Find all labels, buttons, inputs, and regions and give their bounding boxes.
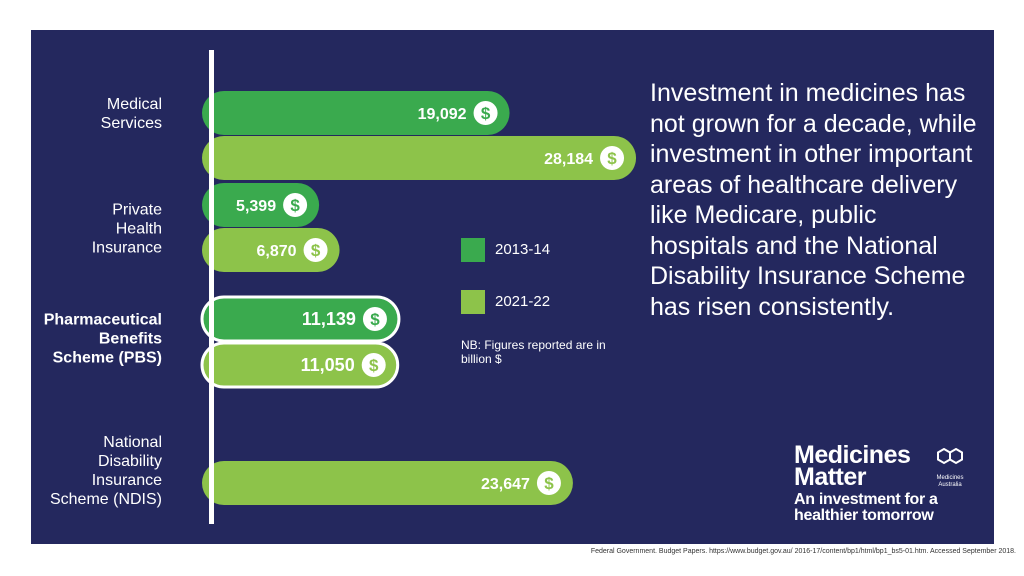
source-citation: Federal Government. Budget Papers. https… [590, 548, 1016, 555]
category-label: Private Health Insurance [91, 201, 162, 257]
bar-value-label: 11,050 [301, 355, 355, 375]
bar [200, 295, 401, 343]
bar [200, 341, 400, 389]
dollar-icon [536, 471, 561, 495]
logo-tagline: An investment for a healthier tomorrow [794, 491, 938, 524]
bar-value-label: 5,399 [236, 198, 276, 215]
dollar-icon [303, 238, 328, 262]
infographic-panel: $19,092 $5,399 $11,139 $28,184 $6,870 $11,050… [31, 30, 994, 544]
dollar-glyph: $ [544, 474, 554, 493]
bar-value-label: 23,647 [481, 476, 530, 493]
bar [202, 136, 637, 180]
dollar-icon [362, 307, 387, 331]
medicines-australia-logo-icon [937, 447, 963, 465]
bar-group: $11,050 [200, 341, 400, 389]
bar [202, 461, 573, 505]
bar-value-label: 11,139 [302, 309, 356, 329]
bar [202, 228, 340, 272]
legend-label: 2021-22 [495, 293, 551, 310]
category-label: Pharmaceutical Benefits Scheme (PBS) [43, 311, 162, 367]
dollar-icon [600, 146, 625, 170]
dollar-icon [283, 193, 308, 217]
bar-value-label: 19,092 [418, 106, 467, 123]
legend-swatch [461, 238, 485, 262]
dollar-icon [361, 353, 386, 377]
category-label: Medical Services [100, 96, 162, 132]
medicines-matter-logo: Medicines Matter Medicines Australia An … [794, 441, 994, 524]
bar-group: $28,184 [202, 136, 637, 180]
logo-title: Medicines Matter [794, 441, 911, 491]
dollar-glyph: $ [311, 241, 321, 260]
legend-label: 2013-14 [495, 241, 551, 258]
y-axis-line [209, 50, 214, 524]
bar-group: $11,139 [200, 295, 401, 343]
bar-group: $5,399 [202, 183, 320, 227]
bar-group: $6,870 [202, 228, 340, 272]
bar [202, 183, 320, 227]
medicines-australia-mark: Medicines Australia [930, 447, 970, 489]
dollar-glyph: $ [370, 310, 380, 329]
dollar-glyph: $ [481, 104, 491, 123]
dollar-glyph: $ [369, 356, 379, 375]
category-label: National Disability Insurance Scheme (ND… [49, 434, 162, 508]
headline-text: Investment in medicines has not grown fo… [650, 79, 977, 321]
logo-mark-text: Medicines Australia [936, 475, 964, 488]
dollar-glyph: $ [290, 196, 300, 215]
bar-value-label: 28,184 [544, 151, 593, 168]
bar-group: $23,647 [202, 461, 573, 505]
legend-swatch [461, 290, 485, 314]
bar-group: $19,092 [202, 91, 510, 135]
bar-chart: $19,092$5,399$11,139$28,184$6,870$11,050… [200, 50, 637, 524]
bar [202, 91, 510, 135]
units-note: NB: Figures reported are in billion $ [461, 338, 606, 366]
dollar-glyph: $ [607, 149, 617, 168]
dollar-icon [473, 101, 498, 125]
bar-value-label: 6,870 [257, 243, 297, 260]
